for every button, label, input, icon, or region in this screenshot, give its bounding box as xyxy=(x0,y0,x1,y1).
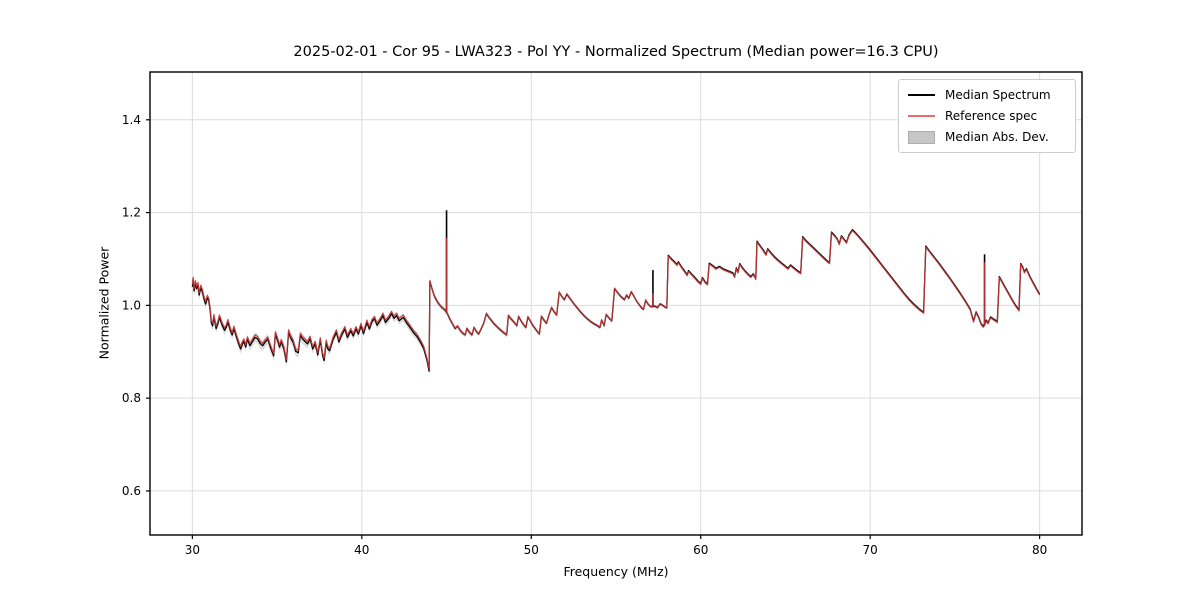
x-tick-label: 50 xyxy=(524,543,539,557)
x-axis-label: Frequency (MHz) xyxy=(563,564,669,579)
chart-title: 2025-02-01 - Cor 95 - LWA323 - Pol YY - … xyxy=(293,44,939,60)
x-tick-label: 60 xyxy=(693,543,708,557)
legend-item-reference-spec: Reference spec xyxy=(908,108,1066,124)
legend: Median Spectrum Reference spec Median Ab… xyxy=(898,79,1076,153)
x-tick-label: 80 xyxy=(1032,543,1047,557)
y-tick-label: 1.2 xyxy=(122,206,141,220)
x-tick-label: 30 xyxy=(185,543,200,557)
legend-item-median-spectrum: Median Spectrum xyxy=(908,87,1066,103)
y-axis-label: Normalized Power xyxy=(96,246,112,360)
y-tick-label: 1.0 xyxy=(122,298,141,312)
reference-line-sample-icon xyxy=(908,115,935,117)
x-tick-label: 70 xyxy=(863,543,878,557)
legend-item-median-abs-dev: Median Abs. Dev. xyxy=(908,129,1066,145)
legend-label-mad: Median Abs. Dev. xyxy=(945,130,1049,144)
axes-spines xyxy=(149,71,1083,536)
median-line-sample-icon xyxy=(908,94,935,96)
x-tick-label: 40 xyxy=(354,543,369,557)
legend-label-median: Median Spectrum xyxy=(945,88,1051,102)
legend-label-reference: Reference spec xyxy=(945,109,1038,123)
mad-patch-sample-icon xyxy=(908,130,935,144)
median-spectrum-line xyxy=(191,229,1041,372)
y-tick-label: 1.4 xyxy=(122,113,141,127)
mad-band xyxy=(192,228,1040,375)
y-tick-label: 0.6 xyxy=(122,484,141,498)
y-tick-label: 0.8 xyxy=(122,391,141,405)
reference-spectrum-line xyxy=(191,230,1041,370)
